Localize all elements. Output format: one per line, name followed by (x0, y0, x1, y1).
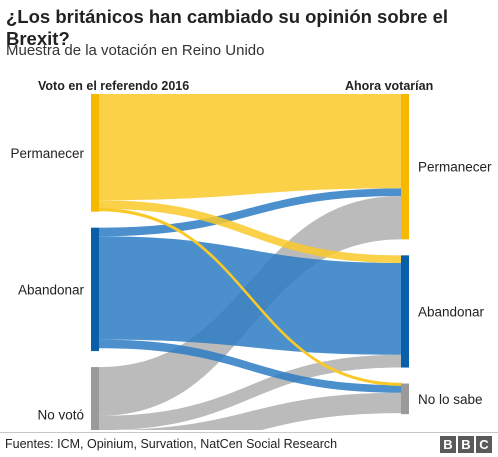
bbc-logo-letter-1: B (440, 436, 456, 453)
flow-novo-to-nols (115, 392, 401, 430)
right-node-perm (401, 94, 409, 240)
left-node-novo (91, 367, 99, 430)
sankey-chart: Voto en el referendo 2016 Ahora votarían P… (10, 79, 492, 430)
flow-perm-to-aban (99, 200, 401, 263)
left-node-aban (91, 227, 99, 352)
left-node-label: Permanecer (10, 146, 84, 161)
bbc-logo-letter-3: C (476, 436, 492, 453)
bbc-logo: B B C (440, 436, 492, 453)
right-axis-header: Ahora votarían (345, 79, 433, 93)
chart-subtitle: Muestra de la votación en Reino Unido (6, 42, 265, 59)
right-node-label: No lo sabe (418, 392, 483, 407)
right-node-aban (401, 255, 409, 368)
right-node-label: Abandonar (418, 304, 485, 319)
chart-title: ¿Los británicos han cambiado su opinión … (6, 6, 449, 49)
footer-divider (0, 432, 498, 433)
source-note: Fuentes: ICM, Opinium, Survation, NatCen… (5, 437, 338, 451)
flow-perm-to-perm (99, 94, 401, 201)
bbc-logo-letter-2: B (458, 436, 474, 453)
left-node-label: No votó (37, 407, 84, 422)
left-node-perm (91, 94, 99, 212)
right-node-nols (401, 383, 409, 415)
left-node-label: Abandonar (18, 282, 85, 297)
right-node-label: Permanecer (418, 160, 492, 175)
left-axis-header: Voto en el referendo 2016 (38, 79, 189, 93)
flow-aban-to-perm (99, 188, 401, 237)
flows (98, 94, 402, 430)
flow-aban-to-nols (99, 339, 401, 393)
flow-novo-to-aban (99, 354, 401, 430)
